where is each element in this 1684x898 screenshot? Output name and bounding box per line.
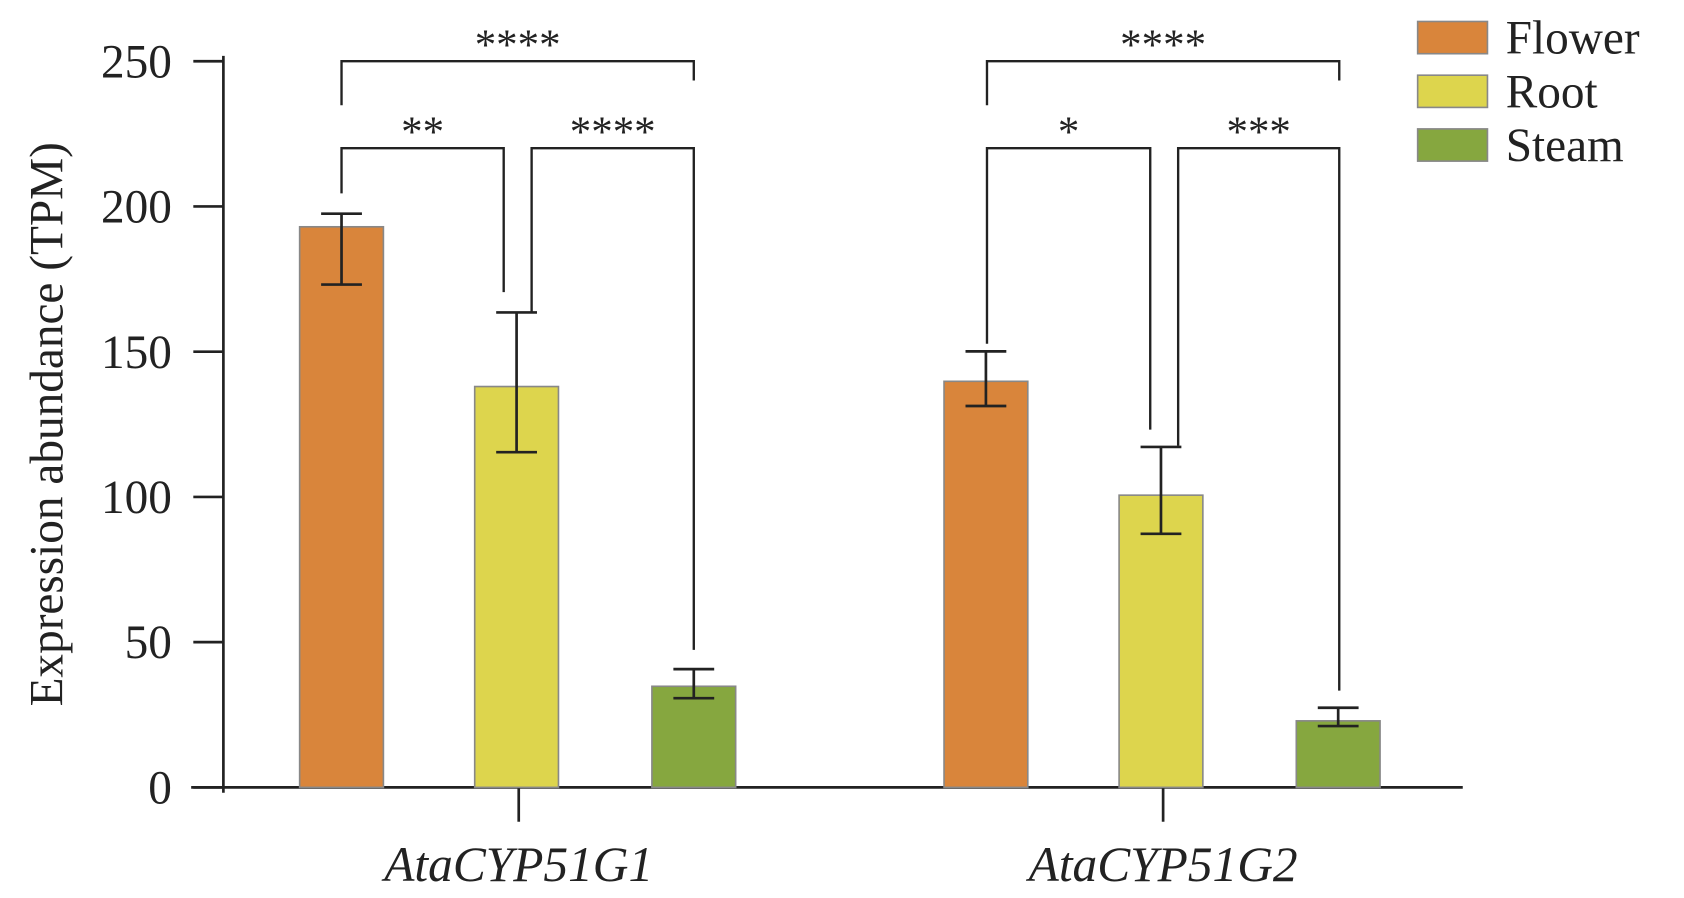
bar bbox=[651, 685, 737, 789]
significance-label: **** bbox=[570, 109, 656, 156]
y-tick-label: 250 bbox=[101, 36, 172, 88]
significance-bracket bbox=[985, 60, 1341, 106]
significance-bracket bbox=[340, 60, 695, 106]
significance-bracket bbox=[985, 147, 1152, 430]
significance-bracket bbox=[530, 147, 695, 650]
legend-label: Flower bbox=[1506, 13, 1640, 65]
y-tick-label: 150 bbox=[101, 327, 172, 379]
bar bbox=[943, 380, 1029, 789]
x-tick-label: AtaCYP51G1 bbox=[381, 837, 653, 892]
significance-label: **** bbox=[475, 22, 561, 69]
legend-swatch bbox=[1416, 20, 1489, 55]
y-tick-label: 0 bbox=[148, 762, 172, 814]
legend-swatch bbox=[1416, 128, 1489, 162]
significance-bracket bbox=[1176, 147, 1341, 691]
legend-swatch bbox=[1416, 74, 1489, 109]
legend-label: Root bbox=[1506, 66, 1598, 118]
bar bbox=[1118, 494, 1204, 789]
significance-label: ** bbox=[401, 109, 444, 156]
x-tick-label: AtaCYP51G2 bbox=[1026, 837, 1298, 892]
bar bbox=[298, 225, 385, 789]
significance-label: * bbox=[1058, 109, 1079, 156]
significance-bracket bbox=[340, 147, 505, 293]
y-tick-label: 100 bbox=[101, 472, 172, 524]
y-tick-label: 50 bbox=[125, 617, 172, 669]
significance-label: *** bbox=[1226, 109, 1290, 156]
legend-label: Steam bbox=[1506, 120, 1624, 172]
y-axis-label: Expression abundance (TPM) bbox=[21, 142, 73, 706]
significance-label: **** bbox=[1120, 22, 1206, 69]
y-tick-label: 200 bbox=[101, 182, 172, 234]
bar bbox=[1295, 720, 1381, 789]
